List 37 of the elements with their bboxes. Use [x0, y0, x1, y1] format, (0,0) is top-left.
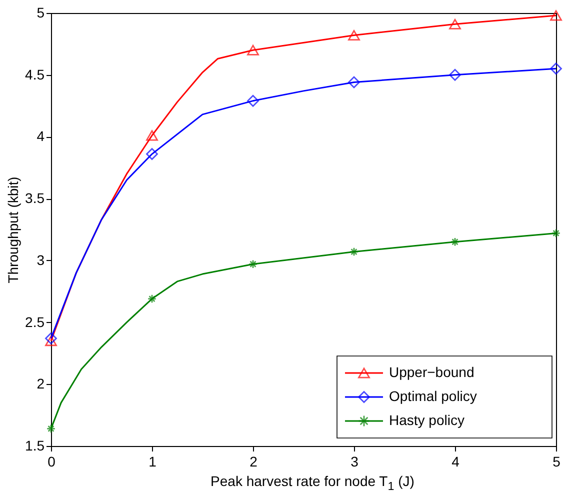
- point: [45, 332, 57, 344]
- legend-label: Optimal policy: [389, 388, 477, 404]
- point: [348, 30, 360, 41]
- point: [550, 10, 562, 21]
- point: [247, 44, 259, 56]
- x-tick-label: 2: [250, 454, 258, 470]
- y-tick-label: 1.5: [25, 438, 45, 454]
- point: [550, 62, 562, 75]
- point: [248, 260, 258, 269]
- point: [147, 294, 157, 304]
- y-tick-label: 5: [36, 4, 45, 20]
- y-axis-title: Throughput (kbit): [5, 176, 22, 284]
- y-tick-label: 2: [36, 376, 45, 392]
- x-tick-label: 0: [48, 454, 56, 470]
- x-axis-title: Peak harvest rate for node T$_{1}$ (J): [210, 473, 416, 493]
- point: [349, 247, 359, 256]
- point: [449, 18, 461, 30]
- point: [551, 228, 561, 238]
- legend-label: Hasty policy: [389, 412, 464, 428]
- x-tick-label: 1: [148, 454, 157, 470]
- y-tick-label: 4.5: [25, 66, 45, 82]
- point: [45, 336, 57, 346]
- x-tick-label: 4: [452, 454, 460, 470]
- legend-label: Upper−bound: [389, 364, 474, 380]
- point: [348, 76, 360, 88]
- point: [146, 130, 158, 141]
- point: [450, 237, 460, 246]
- x-tick-label: 5: [552, 454, 561, 470]
- y-tick-label: 2.5: [25, 314, 45, 330]
- y-tick-label: 3.5: [25, 190, 45, 206]
- y-tick-label: 3: [36, 252, 45, 268]
- x-tick-label: 3: [350, 454, 359, 470]
- point: [449, 68, 461, 81]
- point: [146, 148, 158, 160]
- y-tick-label: 4: [36, 128, 45, 144]
- point: [46, 424, 56, 434]
- point: [247, 94, 259, 107]
